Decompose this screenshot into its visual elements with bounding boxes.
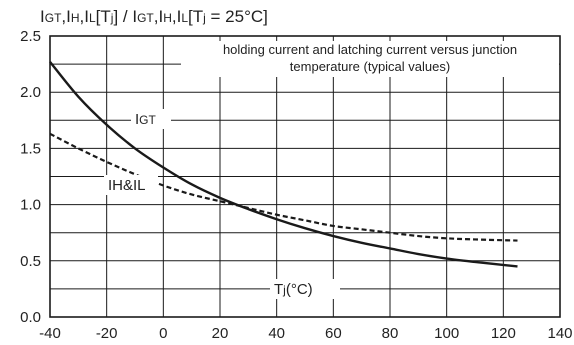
x-tick-label: 140 xyxy=(547,325,572,342)
annotation-line-2: temperature (typical values) xyxy=(290,59,450,74)
annotation-line-1: holding current and latching current ver… xyxy=(223,42,517,57)
y-tick-label: 1.0 xyxy=(20,197,41,214)
curves xyxy=(49,61,518,268)
x-tick-label: 80 xyxy=(382,325,399,342)
x-tick-label: 40 xyxy=(268,325,285,342)
y-tick-label: 1.5 xyxy=(20,140,41,157)
series-labels: IGT IH&IL Tj(°C) xyxy=(104,109,340,299)
chart-title: IGT,IH,IL[Tj] / IGT,IH,IL[Tj = 25°C] xyxy=(40,7,268,26)
x-axis-label-background xyxy=(270,279,340,299)
x-tick-label: -20 xyxy=(96,325,118,342)
y-tick-label: 0.5 xyxy=(20,253,41,270)
series-line-igt xyxy=(49,61,518,268)
x-axis-label: Tj(°C) xyxy=(274,281,313,298)
series-label-ih-il-background xyxy=(104,175,158,195)
x-tick-label: -40 xyxy=(39,325,61,342)
series-label-igt: IGT xyxy=(135,111,157,128)
x-tick-label: 100 xyxy=(434,325,459,342)
y-tick-label: 0.0 xyxy=(20,309,41,326)
x-tick-label: 120 xyxy=(491,325,516,342)
x-tick-label: 60 xyxy=(325,325,342,342)
y-tick-label: 2.0 xyxy=(20,84,41,101)
tick-labels: -40 -20 0 20 40 60 80 100 120 140 0.0 0.5 1.0 1.5 2.0 2… xyxy=(20,28,572,342)
x-tick-label: 20 xyxy=(212,325,229,342)
x-tick-label: 0 xyxy=(159,325,167,342)
series-label-igt-background xyxy=(131,109,171,129)
series-label-ih-il: IH&IL xyxy=(108,177,146,194)
annotation: holding current and latching current ver… xyxy=(181,41,559,77)
series-line-ih-il xyxy=(49,132,518,242)
y-tick-label: 2.5 xyxy=(20,28,41,45)
plot-frame xyxy=(49,35,561,318)
annotation-background xyxy=(181,41,559,77)
